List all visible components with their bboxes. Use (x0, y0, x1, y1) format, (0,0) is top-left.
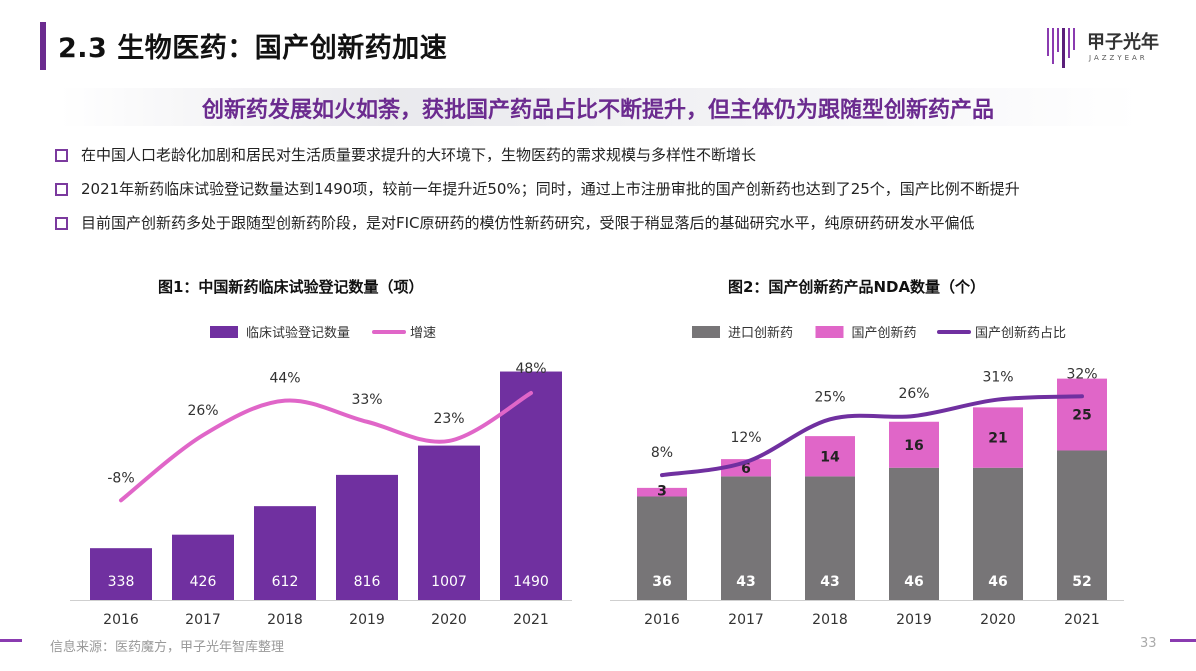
brand-logo: 甲子光年 JAZZYEAR (1045, 22, 1165, 72)
line-value-label: 26% (187, 403, 218, 419)
bar-primary (254, 506, 316, 600)
legend-label: 进口创新药 (728, 325, 793, 341)
line-value-label: 23% (433, 411, 464, 427)
growth-line (119, 391, 533, 503)
bar-value-label: 25 (1072, 408, 1091, 424)
chart1-svg: 临床试验登记数量 增速 338 2016 426 2017 612 2018 816 2019 10… (70, 325, 572, 628)
legend-label: 增速 (410, 326, 436, 341)
x-tick-label: 2019 (896, 612, 932, 628)
bar-primary (889, 467, 939, 600)
bar-value-label: 338 (108, 574, 135, 590)
bullet-text: 2021年新药临床试验登记数量达到1490项，较前一年提升近50%；同时，通过上… (81, 180, 1020, 198)
bar-value-label: 46 (988, 574, 1007, 590)
bullet-text: 在中国人口老龄化加剧和居民对生活质量要求提升的大环境下，生物医药的需求规模与多样… (81, 146, 757, 164)
bar-primary (973, 467, 1023, 600)
bar-value-label: 21 (988, 431, 1007, 447)
bullet-item: 在中国人口老龄化加剧和居民对生活质量要求提升的大环境下，生物医药的需求规模与多样… (55, 144, 1175, 178)
line-value-label: 12% (730, 430, 761, 446)
line-value-label: 48% (515, 361, 546, 377)
bar-secondary (973, 407, 1023, 468)
bar-value-label: 426 (190, 574, 217, 590)
bullet-text: 目前国产创新药多处于跟随型创新药阶段，是对FIC原研药的模仿性新药研究，受限于稍… (81, 214, 975, 232)
bar-primary (336, 474, 398, 600)
bullet-item: 目前国产创新药多处于跟随型创新药阶段，是对FIC原研药的模仿性新药研究，受限于稍… (55, 212, 1175, 246)
bar-value-label: 43 (736, 574, 755, 590)
page-title: 2.3 生物医药：国产创新药加速 (58, 33, 448, 64)
bar-secondary (637, 487, 687, 497)
line-value-label: 31% (982, 370, 1013, 386)
line-value-label: 33% (351, 392, 382, 408)
bar-primary (805, 476, 855, 600)
legend-label: 国产创新药 (852, 325, 917, 341)
line-value-label: 32% (1066, 366, 1097, 382)
bullet-square-icon (55, 217, 68, 230)
bar-secondary (805, 436, 855, 477)
bullet-square-icon (55, 149, 68, 162)
legend-label: 临床试验登记数量 (246, 325, 350, 341)
bar-primary (637, 496, 687, 600)
bar-primary (721, 476, 771, 600)
bar-secondary (889, 421, 939, 468)
x-tick-label: 2018 (267, 612, 303, 628)
line-value-label: 44% (269, 371, 300, 387)
bar-primary (1057, 450, 1107, 600)
bar-value-label: 16 (904, 438, 923, 454)
bar-value-label: 816 (354, 574, 381, 590)
bar-secondary (1057, 378, 1107, 451)
legend-swatch (692, 326, 720, 338)
x-tick-label: 2017 (728, 612, 764, 628)
footer-accent-left (0, 639, 22, 642)
logo-subtext: JAZZYEAR (1089, 54, 1148, 62)
source-note: 信息来源：医药魔方，甲子光年智库整理 (50, 640, 285, 655)
x-tick-label: 2020 (431, 612, 467, 628)
logo-bars-icon (1047, 28, 1075, 68)
bullet-item: 2021年新药临床试验登记数量达到1490项，较前一年提升近50%；同时，通过上… (55, 178, 1175, 212)
title-accent-bar (40, 22, 46, 70)
chart1-title: 图1：中国新药临床试验登记数量（项） (158, 278, 424, 296)
bar-value-label: 14 (820, 449, 840, 465)
x-tick-label: 2021 (513, 612, 549, 628)
bar-value-label: 43 (820, 574, 839, 590)
bar-value-label: 612 (272, 574, 299, 590)
bar-primary (172, 534, 234, 600)
bar-value-label: 3 (657, 484, 667, 500)
bar-value-label: 46 (904, 574, 923, 590)
x-tick-label: 2020 (980, 612, 1016, 628)
x-tick-label: 2016 (644, 612, 680, 628)
bar-primary (418, 445, 480, 600)
bar-primary (90, 548, 152, 600)
x-tick-label: 2017 (185, 612, 221, 628)
line-value-label: 25% (814, 389, 845, 405)
chart2-svg: 进口创新药 国产创新药 国产创新药占比 36 3 2016 43 6 2017 43 14 2018 4… (610, 325, 1124, 628)
bar-value-label: 36 (652, 574, 671, 590)
bullet-square-icon (55, 183, 68, 196)
line-value-label: 8% (651, 445, 673, 461)
logo-text: 甲子光年 (1087, 32, 1159, 53)
bar-value-label: 1490 (513, 574, 549, 590)
chart2-title: 图2：国产创新药产品NDA数量（个） (728, 278, 986, 296)
bullet-list: 在中国人口老龄化加剧和居民对生活质量要求提升的大环境下，生物医药的需求规模与多样… (55, 144, 1175, 246)
bar-value-label: 6 (741, 461, 751, 477)
footer-accent-right (1170, 639, 1196, 642)
growth-line (660, 394, 1084, 478)
line-value-label: -8% (107, 470, 134, 486)
legend-label: 国产创新药占比 (975, 325, 1066, 341)
x-tick-label: 2018 (812, 612, 848, 628)
page-number: 33 (1140, 636, 1157, 651)
bar-value-label: 1007 (431, 574, 467, 590)
x-tick-label: 2016 (103, 612, 139, 628)
legend-swatch (210, 326, 238, 338)
legend-swatch (815, 326, 844, 338)
subtitle-band (60, 88, 1140, 126)
line-value-label: 26% (898, 386, 929, 402)
x-tick-label: 2019 (349, 612, 385, 628)
bar-value-label: 52 (1072, 574, 1091, 590)
x-tick-label: 2021 (1064, 612, 1100, 628)
subtitle: 创新药发展如火如荼，获批国产药品占比不断提升，但主体仍为跟随型创新药产品 (201, 98, 994, 123)
